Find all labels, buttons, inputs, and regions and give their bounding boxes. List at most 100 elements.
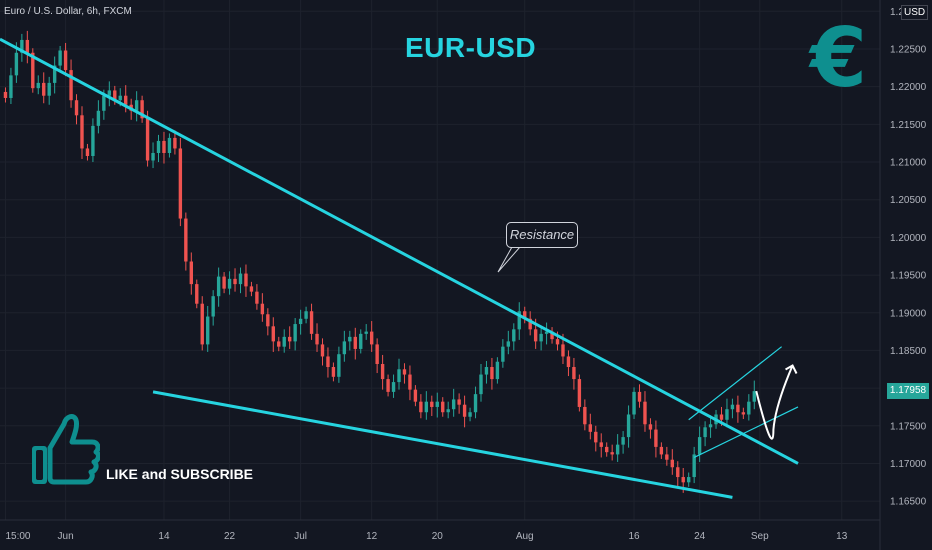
price-tick-label: 1.17500 [890,421,927,432]
candle-body [566,356,571,368]
candle-body [741,412,746,415]
price-tick-label: 1.22500 [890,44,927,55]
candle-body [572,367,576,380]
candle-body [298,318,303,325]
candle-body [725,409,729,420]
candle-body [320,344,325,357]
candle-body [424,401,429,413]
candle-body [550,331,554,340]
candle-body [665,454,669,460]
trendline-resistance [0,37,799,465]
candle-body [47,82,51,96]
candle-body [386,379,390,392]
candle-body [479,374,483,395]
candle-body [648,424,653,430]
candle-body [326,356,330,368]
candle-body [457,399,461,405]
candle-body [304,311,308,319]
candle-body [287,336,292,342]
candle-body [637,391,642,402]
candle-body [173,137,177,149]
candle-body [583,406,587,425]
callout-pointer [497,246,522,273]
candle-body [719,414,724,420]
candle-body [561,344,565,357]
candle-body [293,324,297,342]
candle-body [113,90,117,101]
candle-body [353,336,357,349]
time-tick-label: Aug [516,531,534,542]
candle-body [413,389,418,402]
candle-body [643,401,647,425]
candle-body [255,291,259,304]
candle-body [331,367,336,377]
time-axis: 15:00 Jun 14 22 Jul 12 20 Aug 16 24 Sep 13 [0,519,880,542]
candle-body [670,459,674,468]
candle-body [102,95,106,111]
candle-body [342,341,347,355]
candle-body [124,95,128,105]
candle-body [555,339,560,345]
candle-body [528,318,532,330]
price-tick-label: 1.22000 [890,82,927,93]
chart-grid [0,0,880,520]
candle-body [747,401,751,415]
candle-body [238,273,243,285]
candle-body [676,467,680,478]
candle-body [36,82,40,89]
price-tick-label: 1.16500 [890,497,927,508]
candle-body [659,446,664,455]
price-tick-label: 1.20000 [890,233,927,244]
candle-body [501,346,505,362]
like-subscribe-text: LIKE and SUBSCRIBE [106,466,254,482]
candle-body [315,333,319,345]
candle-body [266,314,270,327]
candle-body [473,394,478,413]
candle-body [533,329,538,342]
candle-body [588,424,593,432]
time-tick-label: 12 [366,531,378,542]
candle-body [145,118,150,161]
candle-body [31,52,35,89]
candle-body [69,70,73,101]
price-tick-label: 1.21000 [890,158,927,169]
candle-body [74,100,79,116]
candle-body [708,424,713,428]
candle-body [195,284,199,304]
candle-body [594,431,598,443]
chart-title: EUR-USD [405,32,537,63]
candle-body [490,367,494,380]
candle-body [348,336,352,342]
candle-body [610,452,614,455]
candle-body [200,303,204,345]
time-tick-label: Jun [58,531,74,542]
price-tick-label: 1.19500 [890,271,927,282]
candle-body [359,333,363,349]
candle-body [375,344,379,364]
symbol-label[interactable]: Euro / U.S. Dollar, 6h, FXCM [4,6,132,17]
currency-label[interactable]: USD [901,5,929,20]
time-tick-label: 20 [432,531,444,542]
candle-body [369,331,374,345]
candle-body [167,137,172,153]
candle-body [227,278,232,289]
time-tick-label: Jul [294,531,307,542]
candle-body [484,367,489,375]
candle-body [419,401,423,413]
candle-body [441,401,445,413]
candle-body [233,278,237,285]
candle-body [402,369,407,375]
candle-body [615,444,620,455]
trendline-channel-lower [693,406,799,458]
candle-body [364,331,368,334]
candle-body [151,152,155,161]
candle-body [380,364,385,380]
time-tick-label: 14 [158,531,170,542]
candle-body [249,286,254,292]
candle-body [206,316,210,345]
time-tick-label: 24 [694,531,706,542]
candle-body [605,446,609,453]
candle-body [626,414,631,438]
candle-body [523,311,527,319]
candle-body [730,404,735,410]
